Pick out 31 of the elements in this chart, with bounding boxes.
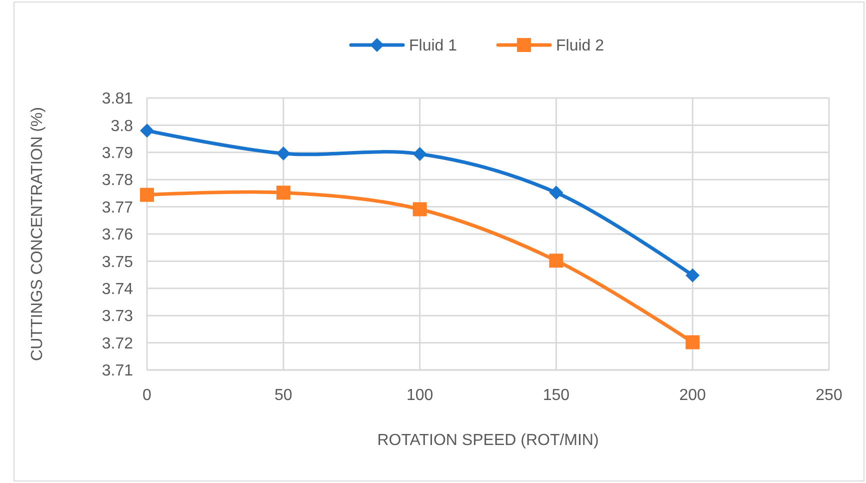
y-tick-label: 3.76 (102, 226, 134, 244)
point (412, 202, 427, 216)
x-axis-title: ROTATION SPEED (ROT/MIN) (377, 432, 599, 449)
legend-label: Fluid 1 (409, 38, 458, 55)
point (140, 188, 154, 202)
x-tick-label: 150 (542, 387, 570, 404)
y-tick-label: 3.8 (110, 118, 134, 135)
y-tick-label: 3.81 (102, 90, 134, 108)
y-tick-label: 3.74 (102, 281, 134, 298)
y-tick-label: 3.73 (102, 308, 134, 326)
x-tick-label: 200 (679, 387, 706, 404)
point (276, 186, 290, 200)
point (549, 186, 564, 200)
point (412, 147, 427, 162)
y-axis-title: CUTTINGS CONCENTRATION (%) (29, 107, 46, 361)
x-tick-label: 0 (142, 387, 152, 404)
legend-label: Fluid 2 (556, 38, 604, 55)
y-tick-label: 3.79 (102, 145, 134, 162)
point (686, 335, 700, 350)
y-tick-label: 3.78 (102, 172, 134, 190)
y-tick-label: 3.71 (102, 362, 134, 380)
point (549, 254, 564, 268)
y-tick-label: 3.72 (102, 335, 134, 352)
point (140, 124, 154, 138)
y-tick-label: 3.77 (102, 199, 134, 216)
point (686, 268, 700, 282)
x-tick-label: 250 (816, 387, 842, 404)
point (276, 146, 290, 160)
x-tick-label: 50 (274, 387, 292, 404)
x-tick-label: 100 (406, 387, 434, 404)
y-tick-label: 3.75 (102, 254, 134, 271)
